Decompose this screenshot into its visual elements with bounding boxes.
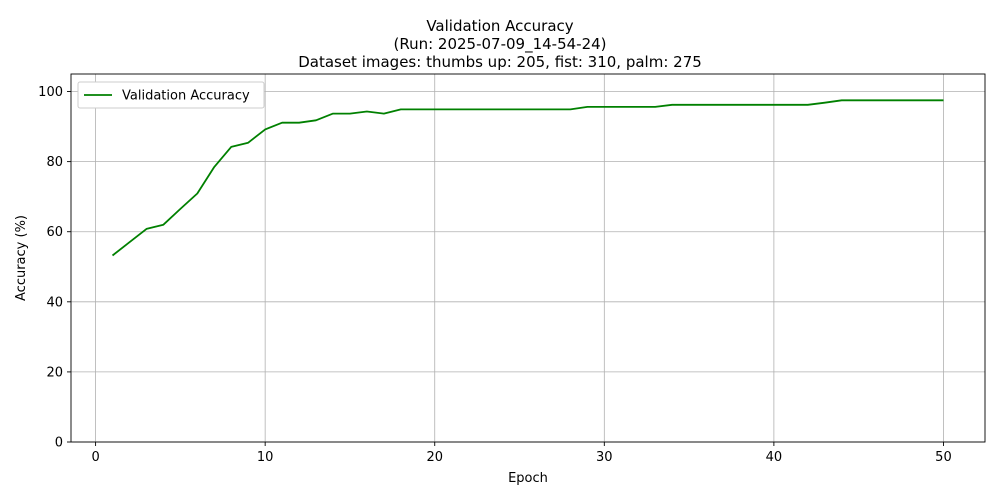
series-layer bbox=[111, 99, 944, 257]
x-tick-label: 30 bbox=[596, 450, 613, 465]
chart-subtitle-dataset: Dataset images: thumbs up: 205, fist: 31… bbox=[298, 53, 702, 71]
grid bbox=[71, 74, 985, 443]
y-tick-label: 20 bbox=[46, 365, 63, 380]
axes: 0 10 20 30 40 50 0 20 40 60 80 100 bbox=[38, 73, 986, 465]
chart-subtitle-run: (Run: 2025-07-09_14-54-24) bbox=[393, 35, 607, 53]
x-tick-label: 0 bbox=[91, 450, 99, 465]
series-line-validation-accuracy bbox=[111, 99, 944, 257]
x-tick-label: 10 bbox=[257, 450, 274, 465]
y-tick-label: 0 bbox=[55, 436, 63, 451]
legend: Validation Accuracy bbox=[77, 81, 265, 109]
x-tick-label: 50 bbox=[935, 450, 952, 465]
y-axis-label: Accuracy (%) bbox=[14, 215, 29, 301]
x-axis-label: Epoch bbox=[508, 471, 548, 486]
legend-box bbox=[77, 81, 265, 109]
x-tick-label: 20 bbox=[426, 450, 443, 465]
y-tick-label: 100 bbox=[38, 85, 63, 100]
y-tick-label: 60 bbox=[46, 225, 63, 240]
x-tick-label: 40 bbox=[766, 450, 783, 465]
plot-frame bbox=[70, 73, 986, 443]
y-tick-label: 40 bbox=[46, 295, 63, 310]
chart-title: Validation Accuracy bbox=[426, 17, 574, 35]
legend-label: Validation Accuracy bbox=[122, 89, 250, 104]
y-tick-label: 80 bbox=[46, 155, 63, 170]
